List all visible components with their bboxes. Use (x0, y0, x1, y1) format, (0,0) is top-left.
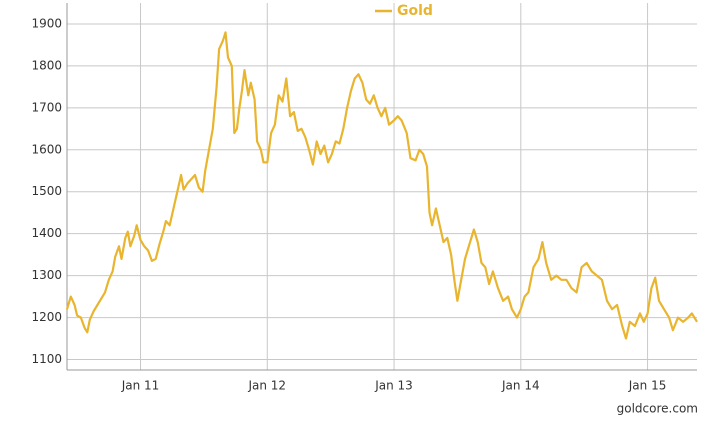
y-tick-label: 1800 (31, 58, 62, 72)
x-tick-label: Jan 13 (374, 379, 413, 393)
x-tick-label: Jan 15 (628, 379, 667, 393)
y-tick-label: 1300 (31, 268, 62, 282)
x-tick-label: Jan 11 (121, 379, 160, 393)
legend-label: Gold (397, 3, 433, 19)
source: goldcore.com (617, 402, 698, 416)
y-tick-label: 1500 (31, 184, 62, 198)
y-tick-label: 1100 (31, 352, 62, 366)
y-tick-label: 1400 (31, 226, 62, 240)
y-tick-label: 1600 (31, 142, 62, 156)
x-tick-label: Jan 12 (247, 379, 286, 393)
y-tick-label: 1700 (31, 100, 62, 114)
y-tick-label: 1900 (31, 16, 62, 30)
line-series (65, 31, 698, 340)
y-tick-label: 1200 (31, 310, 62, 324)
x-tick-label: Jan 14 (501, 379, 540, 393)
